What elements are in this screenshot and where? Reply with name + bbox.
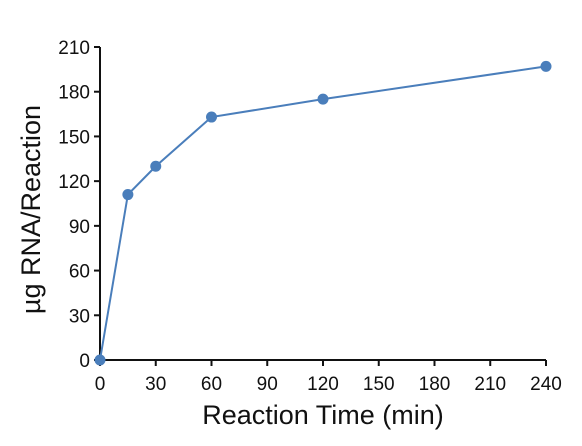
x-tick-label: 90 bbox=[257, 374, 278, 395]
x-tick-label: 60 bbox=[201, 374, 222, 395]
x-tick-label: 150 bbox=[363, 374, 395, 395]
x-ticks: 0 30 60 90 120 150 180 210 240 bbox=[95, 360, 562, 395]
y-tick-label: 180 bbox=[58, 83, 90, 104]
y-tick-label: 0 bbox=[79, 351, 90, 372]
series-line bbox=[99, 65, 547, 361]
x-axis-label: Reaction Time (min) bbox=[202, 400, 444, 430]
y-tick-label: 210 bbox=[58, 38, 90, 59]
data-point bbox=[206, 111, 217, 123]
x-tick-label: 0 bbox=[95, 374, 106, 395]
y-axis-label: µg RNA/Reaction bbox=[16, 105, 46, 314]
y-tick-label: 30 bbox=[69, 306, 90, 327]
x-tick-label: 180 bbox=[419, 374, 451, 395]
y-tick-label: 120 bbox=[58, 172, 90, 193]
x-tick-label: 210 bbox=[474, 374, 506, 395]
series-layer bbox=[94, 60, 552, 366]
x-tick-label: 120 bbox=[307, 374, 339, 395]
y-tick-label: 90 bbox=[69, 217, 90, 238]
y-tick-label: 150 bbox=[58, 127, 90, 148]
y-ticks: 0 30 60 90 120 150 180 210 bbox=[58, 38, 100, 372]
data-point bbox=[150, 160, 162, 172]
y-tick-label: 60 bbox=[69, 262, 90, 283]
data-point bbox=[94, 354, 106, 366]
x-tick-label: 30 bbox=[145, 374, 166, 395]
data-point bbox=[317, 93, 329, 105]
data-point bbox=[122, 189, 134, 201]
x-tick-label: 240 bbox=[530, 374, 562, 395]
data-point bbox=[540, 60, 552, 72]
